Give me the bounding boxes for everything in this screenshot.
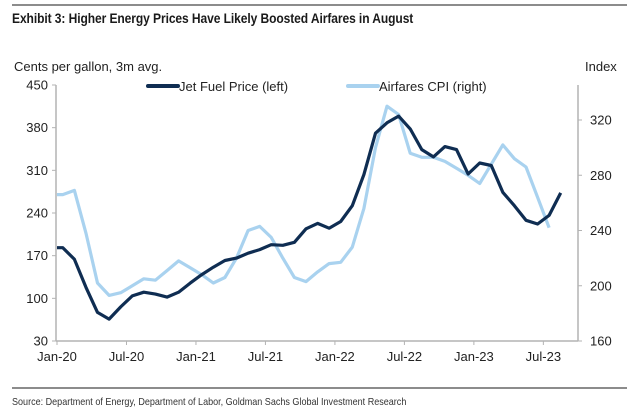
axes <box>55 85 579 342</box>
series-group <box>57 104 563 321</box>
x-axis-ticks: Jan-20 Jul-20 Jan-21 Jul-21 Jan-22 Jul-22 Jan-… <box>37 341 561 364</box>
legend-label-airfares: Airfares CPI (right) <box>379 79 487 94</box>
right-tick-label: 280 <box>590 168 612 183</box>
left-axis-title: Cents per gallon, 3m avg. <box>14 59 162 74</box>
left-tick-label: 310 <box>26 163 48 178</box>
x-tick-label: Jan-23 <box>454 349 494 364</box>
x-tick-label: Jan-21 <box>176 349 216 364</box>
left-tick-label: 380 <box>26 120 48 135</box>
x-tick-label: Jul-21 <box>248 349 283 364</box>
legend-label-jet-fuel: Jet Fuel Price (left) <box>179 79 288 94</box>
left-tick-label: 240 <box>26 206 48 221</box>
x-tick-label: Jul-22 <box>387 349 422 364</box>
legend: Jet Fuel Price (left) Airfares CPI (righ… <box>146 79 487 94</box>
jet-fuel-line <box>57 114 563 321</box>
left-tick-label: 30 <box>34 334 48 349</box>
top-rule <box>12 4 627 6</box>
left-tick-label: 450 <box>26 78 48 93</box>
right-axis-title: Index <box>585 59 617 74</box>
right-tick-label: 160 <box>590 334 612 349</box>
bottom-rule <box>12 387 627 389</box>
left-tick-label: 170 <box>26 248 48 263</box>
right-tick-label: 200 <box>590 278 612 293</box>
left-axis-ticks: 450 380 310 240 170 100 30 <box>26 78 56 349</box>
chart-title: Exhibit 3: Higher Energy Prices Have Lik… <box>12 10 414 26</box>
right-tick-label: 240 <box>590 223 612 238</box>
source-note: Source: Department of Energy, Department… <box>12 396 407 408</box>
x-tick-label: Jan-20 <box>37 349 77 364</box>
right-tick-label: 320 <box>590 113 612 128</box>
left-tick-label: 100 <box>26 291 48 306</box>
x-tick-label: Jul-20 <box>109 349 144 364</box>
airfares-cpi-line <box>57 104 551 297</box>
x-tick-label: Jul-23 <box>526 349 561 364</box>
x-tick-label: Jan-22 <box>315 349 355 364</box>
right-axis-ticks: 320 280 240 200 160 <box>578 113 612 349</box>
